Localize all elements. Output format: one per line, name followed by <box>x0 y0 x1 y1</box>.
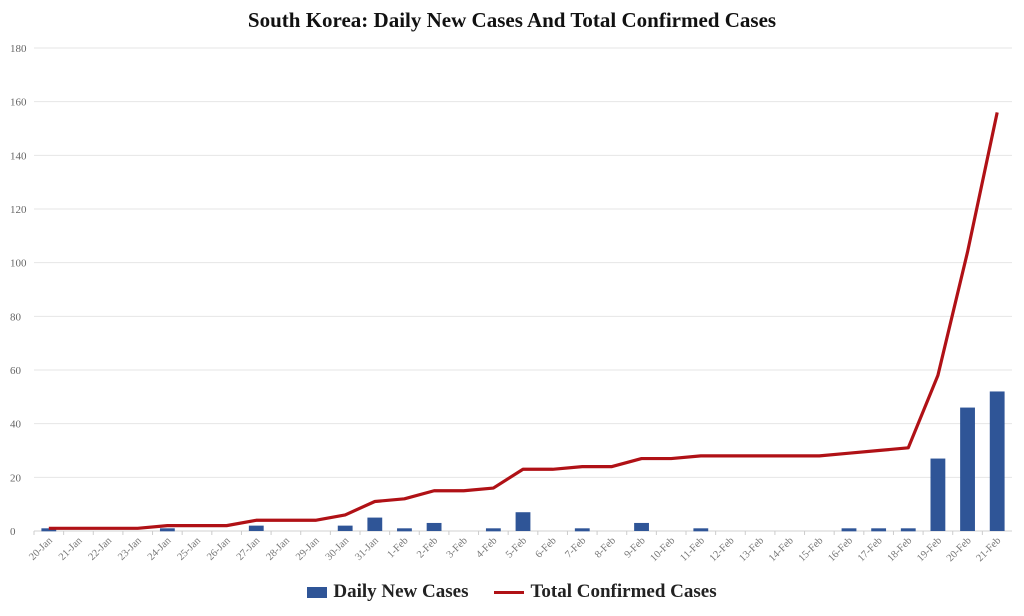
legend-swatch-bar <box>307 586 328 598</box>
x-tick-label: 27-Jan <box>235 535 263 563</box>
x-tick-label: 4-Feb <box>474 535 499 560</box>
x-tick-label: 21-Jan <box>57 535 85 563</box>
bar-daily-new-cases <box>871 528 887 532</box>
y-tick-label: 140 <box>10 150 27 162</box>
chart-title: South Korea: Daily New Cases And Total C… <box>247 8 777 32</box>
x-tick-label: 24-Jan <box>146 535 174 563</box>
x-tick-label: 28-Jan <box>264 535 292 563</box>
bar-daily-new-cases <box>960 407 975 531</box>
bar-daily-new-cases <box>841 528 857 532</box>
x-tick-label: 14-Feb <box>767 535 796 564</box>
y-tick-label: 80 <box>10 311 22 323</box>
bar-daily-new-cases <box>930 458 946 531</box>
bar-daily-new-cases <box>248 525 264 531</box>
y-tick-label: 0 <box>10 526 16 538</box>
bar-daily-new-cases <box>989 391 1005 531</box>
x-tick-label: 26-Jan <box>205 535 233 563</box>
x-tick-label: 23-Jan <box>116 535 144 563</box>
line-total-confirmed-cases <box>48 112 999 530</box>
bar-daily-new-cases <box>159 528 175 532</box>
bar-daily-new-cases <box>900 528 916 532</box>
legend-swatch-line <box>494 590 525 594</box>
x-tick-label: 3-Feb <box>445 535 470 560</box>
y-tick-label: 20 <box>10 472 22 484</box>
x-tick-label: 8-Feb <box>593 535 618 560</box>
y-tick-label: 60 <box>10 365 22 377</box>
bar-daily-new-cases <box>485 528 501 532</box>
y-tick-label: 100 <box>10 258 27 270</box>
x-tick-label: 31-Jan <box>353 535 381 563</box>
x-tick-label: 29-Jan <box>294 535 322 563</box>
x-tick-label: 16-Feb <box>826 535 855 564</box>
legend: Daily New Cases Total Confirmed Cases <box>0 581 1024 603</box>
bar-daily-new-cases <box>574 528 590 532</box>
x-tick-label: 25-Jan <box>176 535 204 563</box>
x-tick-label: 22-Jan <box>87 535 115 563</box>
x-tick-label: 2-Feb <box>415 535 440 560</box>
y-tick-label: 40 <box>10 419 22 431</box>
x-tick-label: 19-Feb <box>915 535 944 564</box>
y-tick-label: 160 <box>10 97 27 109</box>
bar-daily-new-cases <box>426 522 442 531</box>
bar-daily-new-cases <box>337 525 353 531</box>
y-tick-label: 120 <box>10 204 27 216</box>
bar-daily-new-cases <box>693 528 709 532</box>
bar-daily-new-cases <box>397 528 412 532</box>
x-tick-label: 15-Feb <box>797 535 826 564</box>
x-tick-label: 20-Feb <box>945 535 974 564</box>
y-tick-label: 180 <box>10 43 27 55</box>
x-tick-label: 9-Feb <box>623 535 648 560</box>
bar-daily-new-cases <box>367 517 383 531</box>
x-tick-label: 30-Jan <box>324 535 352 563</box>
x-tick-label: 5-Feb <box>504 535 529 560</box>
x-tick-label: 1-Feb <box>385 535 410 560</box>
x-tick-label: 20-Jan <box>27 535 55 563</box>
x-tick-label: 12-Feb <box>708 535 737 564</box>
legend-label-daily: Daily New Cases <box>333 581 469 602</box>
x-tick-label: 11-Feb <box>678 535 707 564</box>
x-tick-label: 17-Feb <box>856 535 885 564</box>
legend-item-daily: Daily New Cases <box>307 581 468 603</box>
x-tick-label: 10-Feb <box>648 535 677 564</box>
legend-item-total: Total Confirmed Cases <box>494 581 717 603</box>
x-tick-label: 13-Feb <box>737 535 766 564</box>
x-tick-label: 18-Feb <box>886 535 915 564</box>
x-tick-label: 7-Feb <box>563 535 588 560</box>
x-tick-label: 21-Feb <box>974 535 1003 564</box>
x-tick-label: 6-Feb <box>534 535 559 560</box>
legend-label-total: Total Confirmed Cases <box>530 581 717 602</box>
bar-daily-new-cases <box>634 522 649 531</box>
bar-daily-new-cases <box>515 512 531 531</box>
